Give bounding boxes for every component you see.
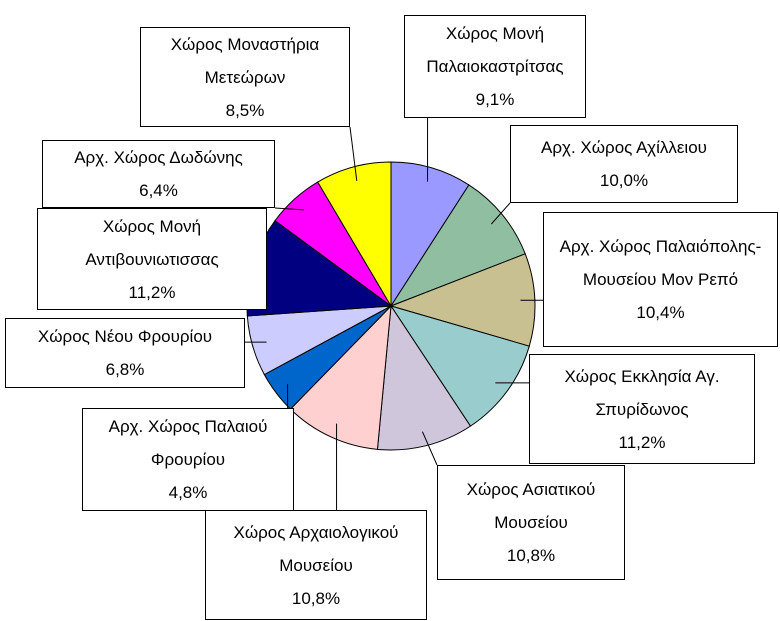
slice-name: Χώρος Αρχαιολογικού Μουσείου bbox=[233, 522, 399, 575]
slice-value: 8,5% bbox=[225, 100, 265, 120]
data-label: Αρχ. Χώρος Δωδώνης 6,4% bbox=[42, 140, 275, 208]
slice-value: 4,8% bbox=[168, 483, 208, 502]
slice-value: 10,8% bbox=[506, 546, 556, 565]
data-label: Χώρος Νέου Φρουρίου 6,8% bbox=[5, 318, 245, 388]
slice-name: Χώρος Νέου Φρουρίου bbox=[37, 327, 213, 346]
slice-value: 10,8% bbox=[291, 588, 341, 608]
slice-value: 11,2% bbox=[128, 282, 176, 302]
slice-name: Αρχ. Χώρος Παλαιού Φρουρίου bbox=[108, 417, 268, 469]
data-label: Χώρος Αρχαιολογικού Μουσείου 10,8% bbox=[205, 510, 427, 620]
slice-value: 6,8% bbox=[105, 360, 145, 379]
leader-line bbox=[491, 202, 511, 225]
data-label: Αρχ. Χώρος Παλαιού Φρουρίου 4,8% bbox=[82, 408, 294, 511]
leader-line bbox=[274, 207, 305, 211]
leader-line bbox=[349, 126, 358, 182]
pie-slice bbox=[389, 253, 536, 347]
slice-name: Χώρος Μονή Αντιβουνιωτισσας bbox=[85, 216, 219, 269]
pie-slice bbox=[390, 161, 470, 308]
data-label: Χώρος Μοναστήρια Μετεώρων 8,5% bbox=[140, 27, 350, 127]
slice-value: 9,1% bbox=[475, 90, 515, 109]
data-label: Χώρος Ασιατικού Μουσείου 10,8% bbox=[437, 465, 625, 580]
slice-value: 11,2% bbox=[618, 432, 666, 452]
leader-lines bbox=[245, 118, 543, 510]
leader-line bbox=[421, 431, 438, 466]
slice-name: Αρχ. Χώρος Παλαιόπολης-Μουσείου Μον Ρεπό bbox=[559, 237, 762, 289]
slice-name: Χώρος Εκκλησία Αγ. Σπυρίδωνος bbox=[564, 366, 720, 419]
data-label: Αρχ. Χώρος Παλαιόπολης-Μουσείου Μον Ρεπό… bbox=[543, 212, 778, 347]
slice-value: 10,4% bbox=[636, 303, 685, 322]
slice-value: 10,0% bbox=[599, 171, 649, 190]
data-label: Αρχ. Χώρος Αχίλλειου 10,0% bbox=[510, 125, 738, 203]
slice-value: 6,4% bbox=[139, 181, 178, 200]
slice-name: Χώρος Ασιατικού Μουσείου bbox=[466, 480, 596, 532]
data-label: Χώρος Εκκλησία Αγ. Σπυρίδωνος 11,2% bbox=[529, 354, 755, 464]
data-label: Χώρος Μονή Αντιβουνιωτισσας 11,2% bbox=[37, 208, 267, 310]
slice-name: Αρχ. Χώρος Αχίλλειου bbox=[541, 138, 707, 157]
slice-name: Χώρος Μοναστήρια Μετεώρων bbox=[170, 34, 320, 87]
slice-name: Χώρος Μονή Παλαιοκαστρίτσας bbox=[426, 24, 564, 76]
pie-slice bbox=[317, 161, 392, 308]
pie-slice bbox=[376, 304, 472, 451]
data-label: Χώρος Μονή Παλαιοκαστρίτσας 9,1% bbox=[404, 15, 586, 118]
slice-name: Αρχ. Χώρος Δωδώνης bbox=[74, 148, 243, 167]
pie-slice bbox=[389, 184, 526, 308]
pie-slice bbox=[389, 305, 530, 427]
